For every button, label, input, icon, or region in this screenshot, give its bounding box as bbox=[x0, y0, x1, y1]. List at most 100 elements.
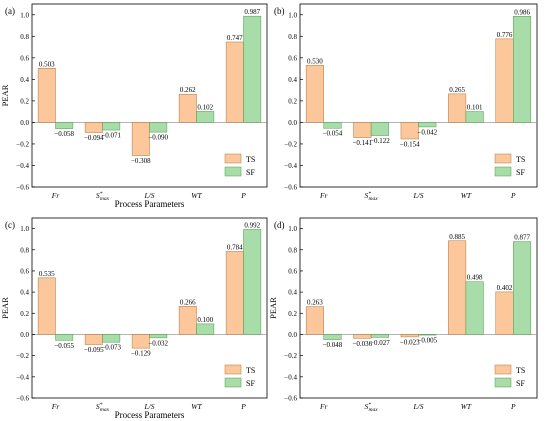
x-tick-label: P bbox=[240, 191, 246, 200]
x-tick-label: S* max bbox=[96, 191, 110, 202]
bar-ts-2 bbox=[131, 334, 150, 349]
legend-label-ts: TS bbox=[516, 366, 525, 375]
x-tick-label: L/S bbox=[412, 191, 423, 200]
bar-ts-3 bbox=[448, 93, 467, 123]
value-label: −0.055 bbox=[54, 342, 74, 350]
plot-frame bbox=[31, 217, 268, 399]
value-label: 0.747 bbox=[227, 34, 243, 42]
value-label: 0.784 bbox=[227, 243, 243, 251]
bar-sf-2 bbox=[149, 334, 168, 339]
y-axis-label: PEAR bbox=[0, 84, 10, 106]
x-tick-label: S* max bbox=[365, 402, 379, 413]
y-tick-label: 0.8 bbox=[20, 246, 29, 254]
bar-sf-3 bbox=[196, 111, 215, 123]
value-label: 0.262 bbox=[180, 86, 196, 94]
x-tick-label: WT bbox=[461, 402, 472, 411]
value-label: 0.530 bbox=[307, 57, 323, 65]
y-tick-label: −0.6 bbox=[284, 395, 297, 403]
bar-sf-0 bbox=[323, 122, 342, 129]
bar-sf-3 bbox=[196, 323, 215, 335]
y-tick-label: −0.6 bbox=[284, 184, 297, 192]
plot-frame bbox=[299, 217, 538, 399]
x-tick-label: Fr bbox=[319, 402, 328, 411]
bar-ts-3 bbox=[448, 240, 467, 335]
value-label: 0.987 bbox=[244, 8, 260, 16]
y-tick-label: −0.2 bbox=[284, 140, 297, 148]
x-axis-label: Process Parameters bbox=[115, 199, 185, 209]
bar-sf-4 bbox=[243, 229, 262, 335]
x-tick-label: P bbox=[510, 191, 516, 200]
value-label: −0.032 bbox=[148, 339, 168, 347]
value-label: −0.122 bbox=[370, 137, 390, 145]
bar-ts-1 bbox=[84, 122, 103, 133]
legend-label-sf: SF bbox=[516, 168, 525, 177]
bar-ts-1 bbox=[353, 122, 372, 138]
value-label: −0.054 bbox=[323, 130, 343, 138]
bar-sf-2 bbox=[418, 334, 437, 336]
value-label: 0.885 bbox=[449, 233, 465, 241]
y-tick-label: 0.4 bbox=[20, 76, 29, 84]
value-label: −0.036 bbox=[352, 340, 372, 348]
value-label: −0.027 bbox=[370, 339, 390, 347]
legend: TS SF bbox=[224, 153, 255, 177]
bar-ts-4 bbox=[495, 38, 514, 123]
legend-swatch-sf bbox=[224, 377, 242, 388]
value-label: 0.776 bbox=[497, 31, 513, 39]
value-label: −0.308 bbox=[131, 157, 151, 165]
value-label: 0.986 bbox=[514, 8, 530, 16]
y-tick-label: 0.6 bbox=[288, 54, 297, 62]
chart-panel-d: −0.6 −0.4 −0.2 0.0 0.2 0.4 0.6 0.8 1.0 0.263 −0.03… bbox=[268, 217, 538, 413]
y-tick-label: −0.2 bbox=[284, 352, 297, 360]
x-tick-label: Fr bbox=[319, 191, 328, 200]
y-tick-label: −0.6 bbox=[16, 184, 29, 192]
y-tick-label: 0.8 bbox=[288, 246, 297, 254]
y-tick-label: 0.2 bbox=[288, 97, 297, 105]
y-tick-label: −0.4 bbox=[16, 373, 29, 381]
chart-panel-b: −0.6 −0.4 −0.2 0.0 0.2 0.4 0.6 0.8 1.0 0.530 −0.14… bbox=[274, 3, 538, 202]
bar-sf-4 bbox=[243, 15, 262, 123]
y-tick-label: 0.4 bbox=[20, 289, 29, 297]
legend-swatch-ts bbox=[224, 153, 242, 164]
panel-label: (c) bbox=[5, 220, 15, 230]
value-label: 0.263 bbox=[307, 299, 323, 307]
y-tick-label: 0.0 bbox=[20, 331, 29, 339]
value-label: −0.005 bbox=[417, 337, 437, 345]
bar-sf-1 bbox=[102, 122, 121, 131]
legend-swatch-ts bbox=[494, 153, 512, 164]
y-axis-label: PEAR bbox=[268, 297, 278, 319]
legend-swatch-sf bbox=[494, 166, 512, 177]
bar-ts-0 bbox=[37, 277, 56, 335]
bar-sf-2 bbox=[149, 122, 168, 133]
bar-sf-1 bbox=[370, 334, 389, 338]
y-tick-label: 0.4 bbox=[288, 289, 297, 297]
bar-sf-4 bbox=[513, 16, 532, 123]
y-tick-label: 0.0 bbox=[20, 119, 29, 127]
legend-label-sf: SF bbox=[246, 379, 255, 388]
plot-frame bbox=[299, 3, 538, 188]
y-tick-label: −0.4 bbox=[284, 162, 297, 170]
bar-ts-0 bbox=[305, 306, 324, 335]
value-label: −0.071 bbox=[101, 132, 121, 140]
y-tick-label: 1.0 bbox=[20, 11, 29, 19]
bar-ts-4 bbox=[495, 291, 514, 335]
bar-sf-3 bbox=[465, 111, 484, 123]
value-label: 0.266 bbox=[180, 298, 196, 306]
x-tick-label: P bbox=[510, 402, 516, 411]
bar-sf-0 bbox=[323, 334, 342, 340]
bar-sf-1 bbox=[102, 334, 121, 343]
value-label: −0.095 bbox=[84, 346, 104, 354]
value-label: 0.877 bbox=[514, 234, 530, 242]
legend-swatch-sf bbox=[494, 377, 512, 388]
value-label: −0.090 bbox=[148, 134, 168, 142]
legend: TS SF bbox=[494, 153, 525, 177]
value-label: −0.141 bbox=[352, 139, 372, 147]
y-tick-label: −0.4 bbox=[284, 373, 297, 381]
y-tick-label: 0.2 bbox=[20, 310, 29, 318]
y-tick-label: 0.8 bbox=[288, 33, 297, 41]
y-tick-label: 0.6 bbox=[20, 54, 29, 62]
y-tick-label: −0.6 bbox=[16, 395, 29, 403]
legend-label-sf: SF bbox=[516, 379, 525, 388]
x-tick-label: WT bbox=[461, 191, 472, 200]
x-tick-label: Fr bbox=[51, 402, 60, 411]
